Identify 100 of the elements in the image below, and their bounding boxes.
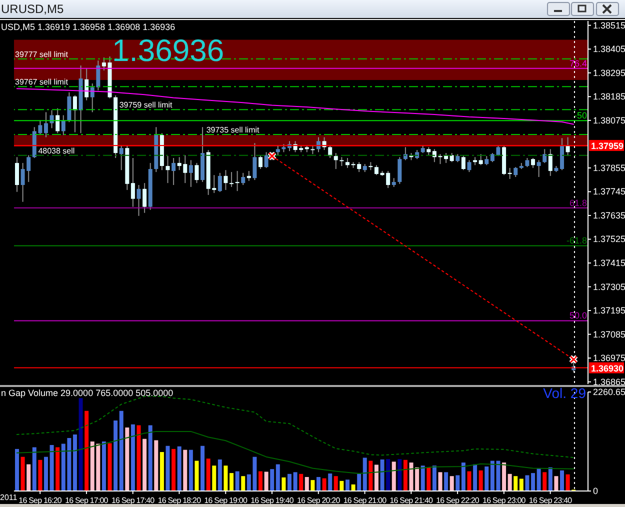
candlestick [461,154,466,171]
y-tick-label: 1.37415 [593,258,625,268]
bar [119,410,124,491]
line-series [16,88,574,125]
y-tick-label: 1.38515 [593,20,625,30]
y-tick-label: 1.37855 [593,162,625,173]
bar [450,476,454,491]
x-tick-label: 16 Sep 18:20 [158,496,202,505]
bar [235,471,240,491]
bar [316,476,320,491]
candlestick [61,114,66,136]
bar [554,476,558,491]
y-tick-label: 1.37085 [593,329,625,340]
x-tick-label: 16 Sep 23:00 [482,496,526,505]
bar [461,462,466,491]
chart-subtitle: USD,M5 1.36919 1.36958 1.36908 1.36936 [1,22,176,32]
candlestick [374,164,378,176]
bar [136,425,141,491]
ref-line-label: 39767 sell limit [15,78,69,87]
candlestick [241,172,246,186]
bar [322,478,326,491]
bar [310,480,315,491]
x-tick-label: 16 Sep 23:40 [528,496,573,505]
annotation: 50.0 [569,310,587,321]
candlestick [90,82,94,113]
bar [374,464,378,491]
bar [194,460,199,491]
y-tick-label: 1.37525 [593,234,625,244]
bar [478,470,483,491]
x-tick-label: 16 Sep 19:40 [250,496,294,505]
candlestick [264,152,268,168]
candlestick [67,92,72,123]
candlestick [136,184,141,216]
bar [20,456,25,491]
candlestick [345,157,350,168]
bar [224,466,228,491]
bar [536,468,541,491]
y-tick-label: 1.37305 [593,282,625,292]
bar [328,473,332,491]
bar [456,475,460,491]
candlestick [96,60,100,91]
candlestick [246,170,251,182]
candlestick [531,157,536,168]
bar [560,470,564,491]
bar [368,460,373,491]
x-tick-label: 16 Sep 19:00 [204,496,248,505]
candlestick [334,152,338,170]
bar [351,484,356,491]
bar [548,467,552,491]
candlestick [230,172,234,188]
chart-title: URUSD,M5 [1,2,64,16]
annotation: Vol. 29 [543,385,586,401]
y-tick-label: 1.38295 [593,68,625,78]
bar [288,474,292,491]
bar [125,428,130,491]
candlestick [514,166,518,178]
bar [206,458,210,491]
bar [542,472,547,491]
candlestick [72,94,77,133]
annotation: 76.4 [569,58,587,68]
bar [340,480,344,491]
bar [84,410,89,491]
bar [293,472,298,491]
x-tick-label: 16 Sep 16:20 [18,496,62,505]
bar [44,456,48,491]
bar [166,446,170,491]
bar [102,442,106,491]
candlestick [560,138,564,171]
bar [392,462,396,491]
bar [264,472,268,491]
bar [114,420,118,491]
candlestick [218,172,222,192]
bar [108,443,112,491]
x-tick-label: 16 Sep 21:00 [343,496,388,505]
y-tick-label: 0 [593,486,598,496]
bar [241,476,246,491]
bar [403,460,408,491]
bar [38,460,42,491]
bar [398,459,402,491]
bar [276,464,280,491]
bar [426,467,431,491]
ref-line-label: 39759 sell limit [119,100,174,110]
candlestick [478,154,483,166]
bar [432,466,436,491]
line-series [16,430,574,474]
ref-line-label: 39777 sell limit [15,50,69,59]
bar [258,471,263,491]
y-tick-label: 1.36865 [593,376,625,387]
text: 2011 [0,493,18,502]
chart-title: n Gap Volume 29.0000 765.0000 505.0000 [1,388,174,398]
candlestick [130,157,135,208]
bar [177,446,182,491]
candlestick [224,170,228,190]
bar [32,447,36,491]
y-tick-label: 1.38075 [593,115,625,126]
candlestick [194,162,199,184]
y-tick-label: 1.37745 [593,186,625,197]
candlestick [398,156,402,184]
bar [142,438,147,491]
bar [230,473,234,491]
